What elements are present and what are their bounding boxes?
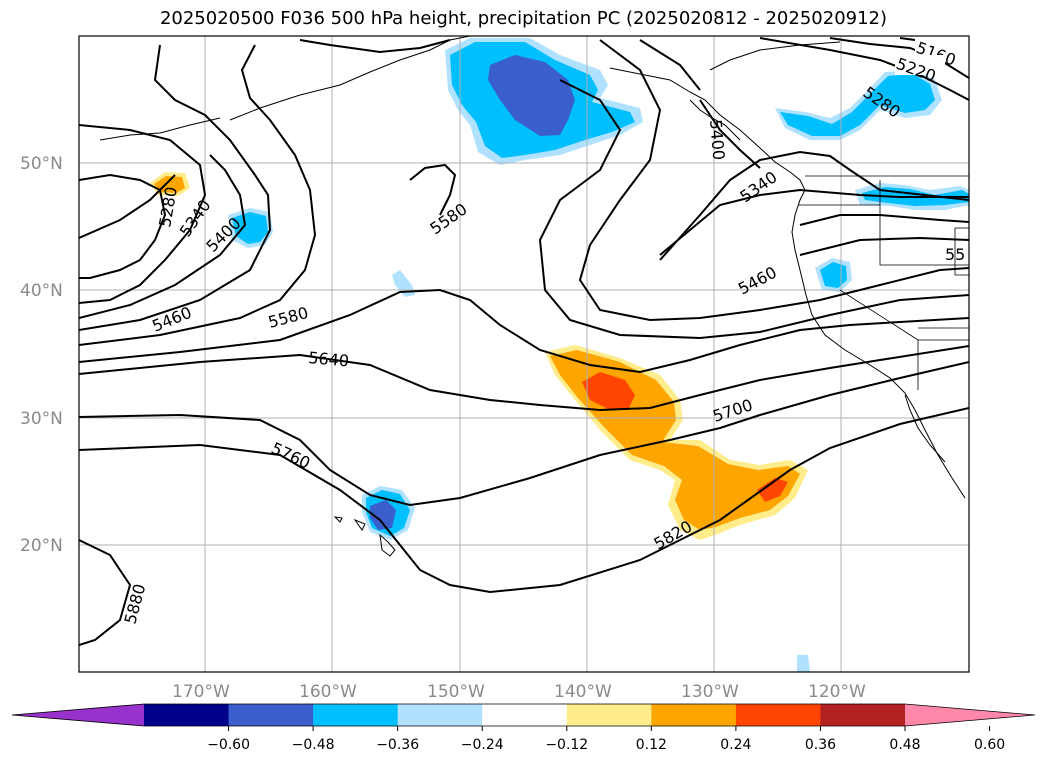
- colorbar-segment: [228, 704, 314, 726]
- lat-label-50n: 50°N: [20, 154, 63, 174]
- map-plot-area: 5160 5220 5280 5400 5340 5280 5340 5400 …: [79, 36, 969, 672]
- colorbar-segment: [735, 704, 821, 726]
- lon-label-120w: 120°W: [808, 682, 866, 702]
- lon-label-140w: 140°W: [554, 682, 612, 702]
- colorbar-segment: [313, 704, 399, 726]
- colorbar-segment: [397, 704, 483, 726]
- colorbar-segment: [651, 704, 737, 726]
- positive-precip-shading: [150, 172, 808, 540]
- lat-label-30n: 30°N: [20, 409, 63, 429]
- colorbar-outline: [11, 703, 1036, 727]
- colorbar-tick-label: −0.36: [376, 737, 419, 753]
- colorbar-segment: [566, 704, 652, 726]
- colorbar-tick-label: −0.12: [545, 737, 588, 753]
- colorbar-tick-label: −0.60: [207, 737, 250, 753]
- colorbar-extend-high: [905, 704, 1035, 726]
- political-borders: [798, 175, 969, 390]
- colorbar-segment: [144, 704, 230, 726]
- colorbar-tick-label: 0.12: [636, 737, 667, 753]
- colorbar-segment: [482, 704, 568, 726]
- colorbar-tick-label: 0.24: [720, 737, 751, 753]
- colorbar-tick-label: 0.48: [889, 737, 920, 753]
- map-frame: [78, 35, 970, 673]
- coastlines: [99, 36, 966, 557]
- lat-label-40n: 40°N: [20, 281, 63, 301]
- colorbar-tick-label: 0.36: [805, 737, 836, 753]
- colorbar-extend-low: [12, 704, 144, 726]
- map-title: 2025020500 F036 500 hPa height, precipit…: [159, 8, 888, 29]
- lon-label-160w: 160°W: [299, 682, 357, 702]
- contour-label-55-edge: 55: [945, 245, 965, 264]
- lon-label-170w: 170°W: [172, 682, 230, 702]
- lon-label-150w: 150°W: [427, 682, 485, 702]
- colorbar-tick-label: −0.48: [292, 737, 335, 753]
- colorbar-tick-label: 0.60: [974, 737, 1005, 753]
- colorbar: −0.60 −0.48 −0.36 −0.24 −0.12 0.12 0.24 0.36 0.4…: [11, 703, 1036, 753]
- lat-label-20n: 20°N: [20, 536, 63, 556]
- colorbar-segment: [820, 704, 906, 726]
- contour-label-5400-east: 5400: [706, 119, 728, 161]
- latitude-labels: 50°N 40°N 30°N 20°N: [20, 154, 63, 556]
- lon-label-130w: 130°W: [681, 682, 739, 702]
- contour-label-5640: 5640: [308, 348, 350, 370]
- longitude-labels: 170°W 160°W 150°W 140°W 130°W 120°W: [172, 682, 866, 702]
- colorbar-tick-label: −0.24: [461, 737, 504, 753]
